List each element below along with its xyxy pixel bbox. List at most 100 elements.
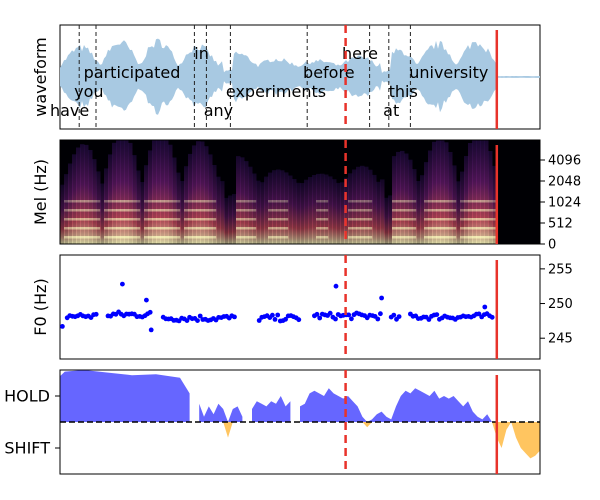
spectrogram-column [172, 157, 177, 244]
spectrogram-harmonic [396, 236, 401, 239]
spectrogram-column [388, 195, 393, 244]
spectrogram-harmonic [188, 236, 193, 239]
spectrogram-harmonic [64, 209, 69, 212]
spectrogram-harmonic [244, 227, 249, 230]
spectrogram-harmonic [92, 218, 97, 221]
spectrogram-harmonic [152, 200, 157, 203]
spectrogram-harmonic [392, 200, 397, 203]
spectrogram-harmonic [172, 209, 177, 212]
spectrogram-harmonic [412, 209, 417, 212]
spectrogram-harmonic [484, 227, 489, 230]
f0-point [270, 312, 275, 318]
spectrogram-column [188, 153, 193, 244]
spectrogram-harmonic [248, 209, 253, 212]
spectrogram-column [100, 183, 105, 244]
spectrogram-harmonic [208, 209, 213, 212]
spectrogram-harmonic [352, 209, 357, 212]
spectrogram-harmonic [200, 200, 205, 203]
f0-point [396, 314, 402, 319]
spectrogram-harmonic [444, 218, 449, 221]
spectrogram-harmonic [324, 227, 329, 230]
spectrogram-column [128, 142, 133, 244]
spectrogram-harmonic [444, 209, 449, 212]
f0-ytick-label: 250 [548, 297, 573, 312]
spectrogram-harmonic [248, 218, 253, 221]
spectrogram-column [352, 169, 357, 244]
spectrogram-column [280, 170, 285, 244]
spectrogram-harmonic [84, 218, 89, 221]
spectrogram-harmonic [364, 209, 369, 212]
spectrogram-harmonic [460, 218, 465, 221]
spectrogram-harmonic [316, 209, 321, 212]
spectrogram-harmonic [64, 227, 69, 230]
spectrogram-harmonic [436, 218, 441, 221]
spectrogram-harmonic [112, 218, 117, 221]
spectrogram-harmonic [132, 218, 137, 221]
spectrogram-column [296, 182, 301, 244]
spectrogram-harmonic [144, 236, 149, 239]
spectrogram-column [336, 182, 341, 244]
spectrogram-harmonic [184, 209, 189, 212]
spectrogram-harmonic [356, 218, 361, 221]
spectrogram-harmonic [208, 200, 213, 203]
spectrogram-harmonic [212, 200, 217, 203]
f0-point [333, 283, 339, 289]
spectrogram-harmonic [364, 218, 369, 221]
spectrogram-harmonic [424, 227, 429, 230]
spectrogram-harmonic [80, 209, 85, 212]
word-label: here [342, 44, 378, 63]
spectrogram-harmonic [104, 209, 109, 212]
spectrogram-harmonic [212, 227, 217, 230]
spectrogram-harmonic [452, 200, 457, 203]
spectrogram-harmonic [396, 209, 401, 212]
spectrogram-harmonic [188, 209, 193, 212]
spectrogram-harmonic [124, 227, 129, 230]
spectrogram-column [228, 195, 233, 244]
spectrogram-harmonic [428, 200, 433, 203]
spectrogram-harmonic [196, 209, 201, 212]
spectrogram-column [328, 176, 333, 244]
spectrogram-harmonic [236, 218, 241, 221]
spectrogram-harmonic [132, 236, 137, 239]
spectrogram-harmonic [320, 209, 325, 212]
spectrogram-harmonic [356, 227, 361, 230]
spectrogram-harmonic [148, 200, 153, 203]
spectrogram-column [132, 155, 137, 244]
spectrogram-column [420, 175, 425, 244]
spectrogram-column [360, 165, 365, 244]
spectrogram-harmonic [88, 227, 93, 230]
spectrogram-harmonic [156, 218, 161, 221]
spectrogram-column [488, 151, 493, 244]
spectrogram-harmonic [468, 200, 473, 203]
spectrogram-harmonic [244, 236, 249, 239]
spectrogram-harmonic [432, 200, 437, 203]
spectrogram-column [476, 140, 481, 244]
spectrogram-harmonic [160, 218, 165, 221]
spectrogram-column [332, 179, 337, 244]
f0-point [333, 316, 338, 322]
spectrogram-column [144, 165, 149, 244]
spectrogram-harmonic [136, 200, 141, 203]
spectrogram-harmonic [96, 236, 101, 239]
spectrogram-harmonic [356, 236, 361, 239]
spectrogram-frame [59, 139, 541, 245]
spectrogram-column [324, 174, 329, 244]
spectrogram-harmonic [428, 209, 433, 212]
spectrogram-harmonic [464, 227, 469, 230]
spectrogram-harmonic [176, 218, 181, 221]
spectrogram-harmonic [488, 218, 493, 221]
spectrogram-harmonic [148, 236, 153, 239]
spectrogram-harmonic [120, 209, 125, 212]
spectrogram-harmonic [176, 200, 181, 203]
spectrogram-column [248, 166, 253, 244]
spectrogram-harmonic [492, 200, 497, 203]
spectrogram-harmonic [164, 209, 169, 212]
spectrogram-harmonic [192, 209, 197, 212]
spectrogram-column [316, 173, 321, 244]
spectrogram-harmonic [400, 227, 405, 230]
spectrogram-harmonic [196, 236, 201, 239]
word-label: participated [84, 63, 181, 82]
spectrogram-harmonic [280, 200, 285, 203]
